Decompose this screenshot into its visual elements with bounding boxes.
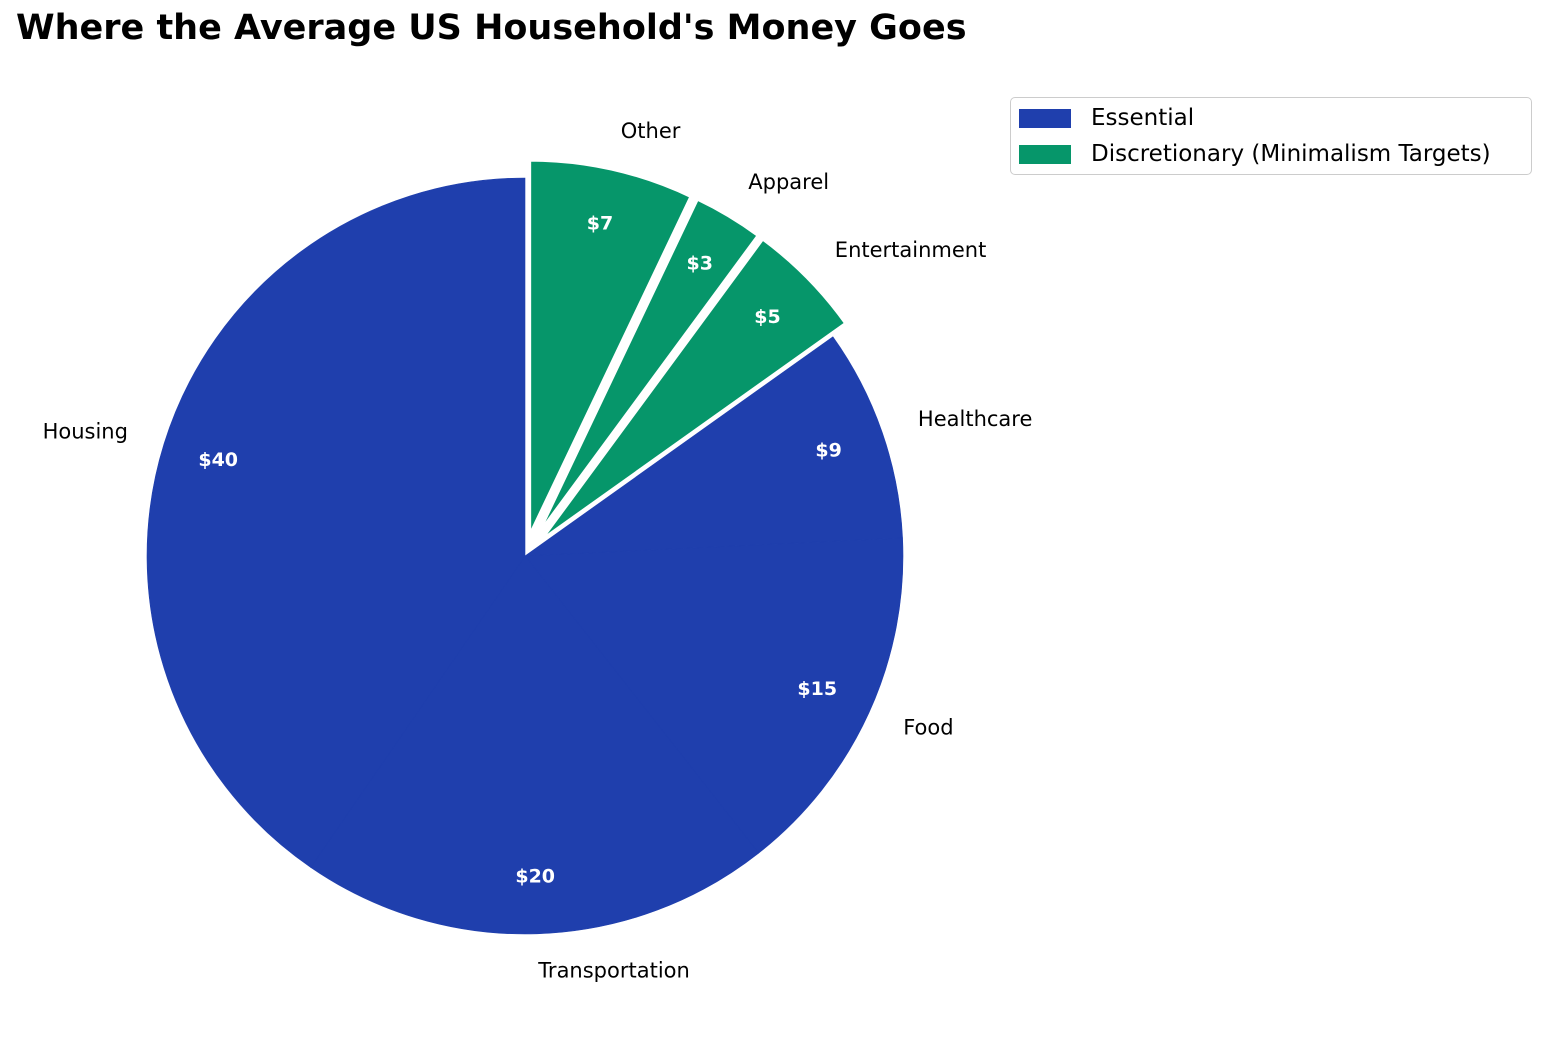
pie-slice-housing [146, 177, 526, 868]
legend: Essential Discretionary (Minimalism Targ… [1010, 97, 1532, 175]
pie-slices [146, 157, 904, 935]
pie-slice-transportation [310, 555, 760, 935]
value-label-other: $7 [587, 213, 613, 235]
pie-labels: Other $7 Apparel $3 Entertainment $5 Healthcar… [43, 119, 1033, 983]
slice-label-apparel: Apparel [748, 170, 829, 194]
slice-label-food: Food [903, 716, 953, 740]
pie-slice-food [524, 537, 904, 854]
slice-label-transportation: Transportation [537, 959, 690, 983]
legend-item-discretionary: Discretionary (Minimalism Targets) [1019, 139, 1491, 169]
pie-slice-healthcare [523, 336, 903, 557]
pie-slice-other [527, 157, 694, 540]
legend-swatch-discretionary [1019, 144, 1071, 164]
chart-title: Where the Average US Household's Money G… [16, 8, 967, 48]
value-label-housing: $40 [198, 449, 238, 471]
slice-label-entertainment: Entertainment [835, 238, 987, 262]
pie-slice-apparel [532, 196, 761, 542]
value-label-food: $15 [797, 678, 837, 700]
pie-slice-entertainment [536, 236, 849, 545]
value-label-apparel: $3 [687, 253, 713, 275]
slice-label-other: Other [621, 119, 681, 143]
legend-label-discretionary: Discretionary (Minimalism Targets) [1091, 141, 1491, 167]
slice-label-healthcare: Healthcare [918, 407, 1032, 431]
value-label-entertainment: $5 [754, 306, 780, 328]
value-label-transportation: $20 [515, 866, 555, 888]
legend-label-essential: Essential [1091, 105, 1195, 131]
slice-label-housing: Housing [43, 420, 128, 444]
value-label-healthcare: $9 [815, 439, 841, 461]
legend-swatch-essential [1019, 108, 1071, 128]
legend-item-essential: Essential [1019, 103, 1194, 133]
